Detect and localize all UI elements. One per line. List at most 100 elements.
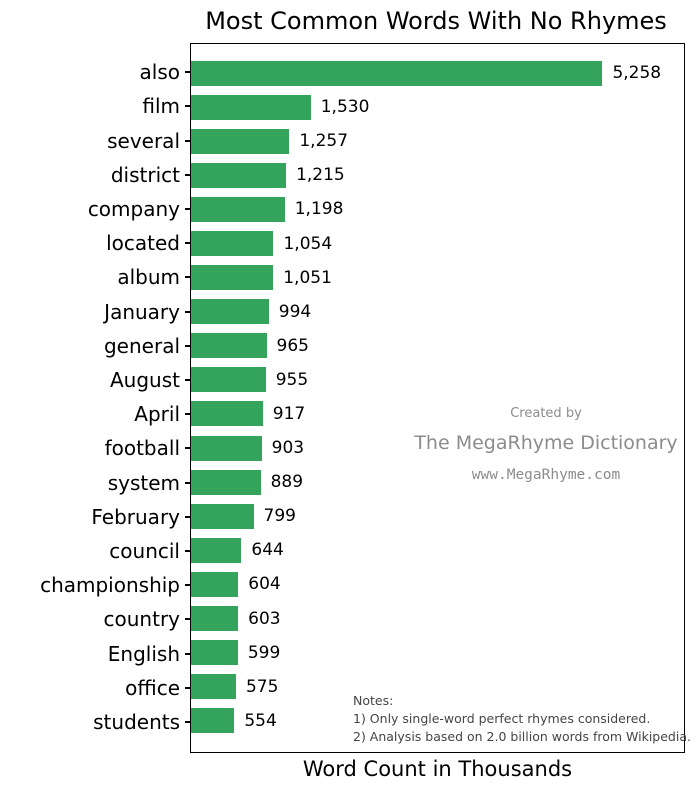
y-tick-label: album (117, 265, 180, 290)
watermark-brand-name: The MegaRhyme Dictionary (414, 432, 678, 454)
y-tick-mark (185, 413, 190, 416)
x-axis-label: Word Count in Thousands (302, 757, 573, 781)
bar-value-label: 1,051 (283, 267, 332, 288)
bar (191, 231, 274, 257)
y-tick-label: English (107, 641, 180, 666)
watermark: Created by The MegaRhyme Dictionary www.… (346, 406, 700, 483)
y-tick-row: football (0, 431, 190, 465)
bar-value-label: 575 (245, 676, 279, 697)
bar-value-label: 1,530 (320, 97, 370, 118)
y-tick-label: council (109, 538, 180, 563)
bar-value-label: 994 (278, 301, 312, 322)
y-tick-row: students (0, 705, 190, 739)
y-tick-label: January (104, 299, 180, 324)
bar-value-label: 1,257 (299, 131, 349, 152)
y-tick-label: company (87, 196, 180, 221)
y-tick-row: country (0, 602, 190, 636)
bar-value-label: 554 (244, 710, 277, 731)
bar (191, 299, 269, 325)
y-tick-row: also (0, 55, 190, 89)
bar-row: 599 (191, 636, 684, 670)
bar (191, 435, 262, 461)
y-tick-mark (185, 515, 190, 518)
bar-row: 1,257 (191, 124, 684, 158)
y-tick-label: film (142, 94, 180, 119)
bar (191, 367, 266, 393)
y-tick-label: football (104, 436, 180, 461)
y-tick-mark (185, 686, 190, 689)
y-tick-mark (185, 242, 190, 245)
y-tick-mark (185, 105, 190, 108)
bar-row: 965 (191, 329, 684, 363)
bar-row: 575 (191, 670, 684, 704)
y-tick-mark (185, 584, 190, 587)
bar-row: 554 (191, 704, 684, 738)
y-tick-row: April (0, 397, 190, 431)
y-tick-row: album (0, 260, 190, 294)
bar (191, 537, 242, 563)
y-tick-mark (185, 71, 190, 74)
bar (191, 640, 238, 666)
bar-row: 799 (191, 499, 684, 533)
y-tick-mark (185, 549, 190, 552)
y-tick-row: located (0, 226, 190, 260)
bar (191, 401, 263, 427)
y-tick-row: office (0, 671, 190, 705)
bar (191, 571, 239, 597)
chart-title: Most Common Words With No Rhymes (205, 7, 667, 35)
notes-line-1: 1) Only single-word perfect rhymes consi… (353, 711, 651, 727)
bar-row: 5,258 (191, 56, 684, 90)
bar-row: 994 (191, 295, 684, 329)
y-tick-label: April (134, 402, 180, 427)
y-tick-label: general (103, 333, 180, 358)
bar (191, 196, 285, 222)
bar-row: 1,198 (191, 192, 684, 226)
y-tick-mark (185, 207, 190, 210)
y-tick-row: system (0, 465, 190, 499)
y-tick-label: August (110, 367, 180, 392)
bar-row: 917 (191, 397, 684, 431)
bar-value-label: 889 (270, 472, 304, 493)
y-tick-mark (185, 720, 190, 723)
notes-line-2: 2) Analysis based on 2.0 billion words f… (353, 729, 691, 745)
y-tick-mark (185, 276, 190, 279)
y-tick-row: district (0, 158, 190, 192)
bar-value-label: 603 (248, 608, 281, 629)
bar-row: 1,051 (191, 261, 684, 295)
y-tick-mark (185, 173, 190, 176)
bar (191, 606, 239, 632)
bar-value-label: 903 (271, 438, 305, 459)
bar-series: 5,258 1,530 1,257 1,215 1,198 1,054 1,051 994 96… (191, 44, 684, 752)
bar (191, 94, 311, 120)
y-tick-mark (185, 378, 190, 381)
bar-value-label: 955 (275, 369, 309, 390)
y-tick-row: film (0, 89, 190, 123)
watermark-url: www.MegaRhyme.com (471, 467, 621, 483)
y-tick-label: office (125, 675, 180, 700)
y-tick-row: council (0, 534, 190, 568)
bar (191, 674, 236, 700)
bar (191, 128, 290, 154)
bar (191, 60, 603, 86)
bar (191, 469, 261, 495)
watermark-created-by: Created by (510, 406, 582, 421)
y-tick-label: several (107, 128, 180, 153)
y-tick-label: district (110, 162, 180, 187)
bar-value-label: 644 (251, 540, 284, 561)
bar-value-label: 1,215 (296, 165, 345, 186)
y-tick-row: company (0, 192, 190, 226)
bar-value-label: 599 (247, 642, 281, 663)
y-tick-mark (185, 139, 190, 142)
bar-row: 603 (191, 602, 684, 636)
y-tick-mark (185, 344, 190, 347)
y-tick-label: championship (40, 573, 180, 598)
y-tick-mark (185, 481, 190, 484)
y-tick-label: February (91, 504, 180, 529)
y-tick-row: February (0, 500, 190, 534)
bar-row: 955 (191, 363, 684, 397)
bar-value-label: 604 (248, 574, 281, 595)
bar (191, 162, 287, 188)
bar-row: 1,530 (191, 90, 684, 124)
y-axis-labels: also film several district company located alb… (0, 43, 190, 753)
